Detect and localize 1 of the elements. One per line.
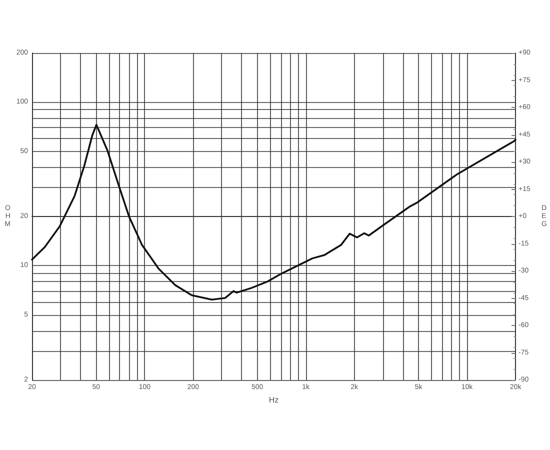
x-axis-title: Hz [268,396,279,404]
